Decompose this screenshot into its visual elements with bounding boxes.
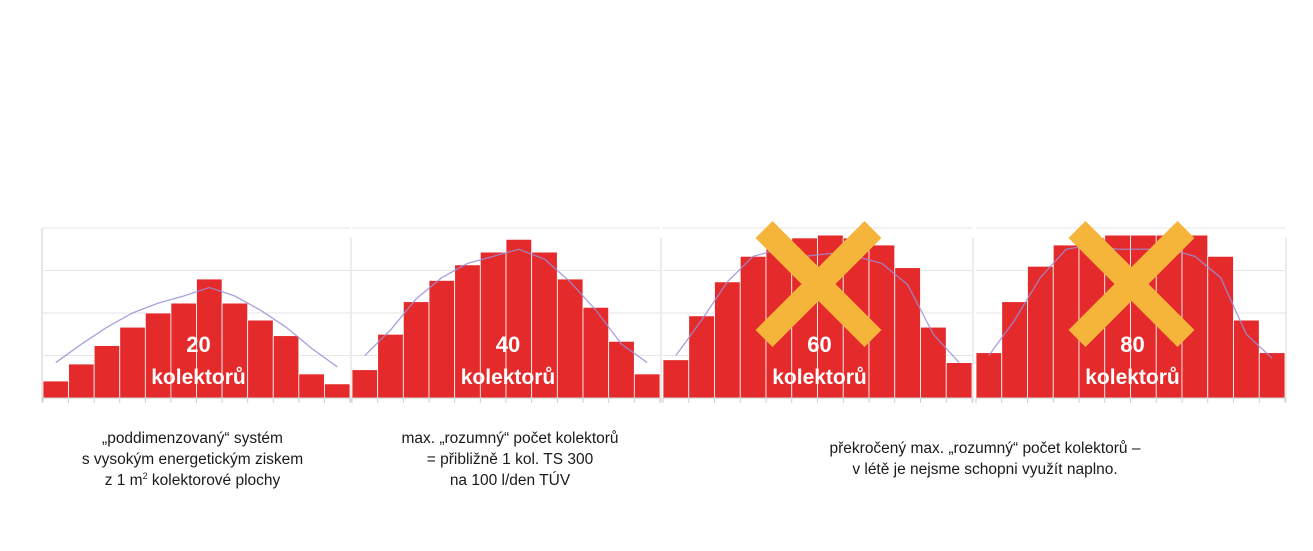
panel-60-bar-11 <box>920 326 947 399</box>
panel-40-bar-8 <box>531 251 558 399</box>
panel-40-bar-5 <box>454 264 481 399</box>
panel-40-bar-1 <box>351 369 379 399</box>
caption-undersized-superscript: 2 <box>142 471 148 481</box>
panel-40-bar-10 <box>582 306 610 399</box>
panel-80-cross-stroke-2 <box>1068 221 1195 347</box>
caption-reasonable-max-line3: na 100 l/den TÚV <box>449 472 571 489</box>
caption-reasonable-max-line1: max. „rozumný“ počet kolektorů <box>401 430 619 447</box>
panel-80-bar-11 <box>1233 319 1260 399</box>
panel-60-bar-2 <box>688 315 715 399</box>
panel-60-cross-stroke-2 <box>755 221 882 347</box>
panel-40-bar-3 <box>402 301 430 399</box>
caption-reasonable-max-line2: = přibližně 1 kol. TS 300 <box>426 451 594 468</box>
panel-40-bar-2 <box>377 333 404 399</box>
panel-80-label-number: 80 <box>1120 332 1144 357</box>
caption-undersized-line3: z 1 m2 kolektorové plochy <box>30 470 355 491</box>
panel-40-label-number: 40 <box>496 332 520 357</box>
panel-80-bar-10 <box>1207 255 1234 399</box>
panel-20-label-number: 20 <box>186 332 210 357</box>
panel-80-bar-9 <box>1181 234 1209 399</box>
panel-80-label-unit: kolektorů <box>1085 366 1180 389</box>
panel-20-bar-10 <box>272 335 300 399</box>
caption-exceeded-line1: překročený max. „rozumný“ počet kolektor… <box>829 440 1141 457</box>
panel-80-cross-icon <box>1068 221 1195 347</box>
panel-80-bar-12 <box>1258 352 1286 399</box>
panel-40-bar-4 <box>428 280 456 399</box>
panel-80-bar-2 <box>1001 301 1028 399</box>
panel-80-bar-3 <box>1027 265 1054 399</box>
panel-80-demand-line <box>988 244 1273 359</box>
panel-60-bar-10 <box>894 267 921 399</box>
caption-undersized-line1: „poddimenzovaný“ systém <box>102 430 283 447</box>
caption-undersized: „poddimenzovaný“ systém s vysokým energe… <box>30 428 355 491</box>
panel-20-bar-7 <box>196 278 223 399</box>
caption-undersized-line2: s vysokým energetickým ziskem <box>81 451 304 468</box>
panel-20-demand-line <box>55 286 338 368</box>
panel-20-bar-9 <box>247 319 274 399</box>
panel-20-bar-4 <box>119 326 146 399</box>
panel-40-bar-12 <box>633 373 661 399</box>
panel-40-bar-9 <box>556 278 584 399</box>
caption-undersized-line3-end: kolektorové plochy <box>147 472 281 489</box>
panel-20-bar-11 <box>298 373 325 399</box>
panel-60-bar-12 <box>945 362 973 399</box>
caption-reasonable-max: max. „rozumný“ počet kolektorů = přibliž… <box>355 428 665 491</box>
panel-20-label-unit: kolektorů <box>151 366 246 389</box>
panel-60-label-unit: kolektorů <box>772 366 867 389</box>
panel-60-cross-icon <box>755 221 882 347</box>
panel-20-bar-8 <box>221 302 249 399</box>
panel-20-bar-2 <box>68 363 95 399</box>
panel-60-bar-3 <box>714 281 741 399</box>
panel-80-bar-4 <box>1052 244 1080 399</box>
panel-20-bar-3 <box>93 345 121 399</box>
panel-60-label-number: 60 <box>807 332 831 357</box>
caption-exceeded-line2: v létě je nejsme schopni využít naplno. <box>852 461 1118 478</box>
panel-20-bar-1 <box>42 380 69 399</box>
panel-40-demand-line <box>364 248 648 364</box>
panel-40-bar-6 <box>479 251 507 399</box>
panel-20-bar-12 <box>324 383 351 399</box>
panel-80-bar-1 <box>975 352 1003 399</box>
panel-60-demand-line <box>675 248 960 364</box>
caption-undersized-line3-text: z 1 m <box>104 472 143 489</box>
caption-exceeded: překročený max. „rozumný“ počet kolektor… <box>660 438 1310 480</box>
panel-40-label-unit: kolektorů <box>461 366 556 389</box>
panel-60-bar-1 <box>662 359 690 399</box>
